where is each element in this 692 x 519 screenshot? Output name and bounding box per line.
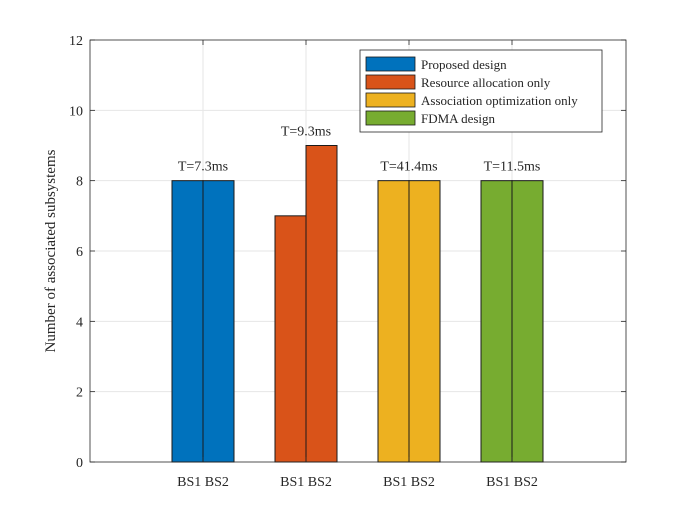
x-tick-label-group-3: BS1 BS2 <box>383 475 435 490</box>
legend-label-4: FDMA design <box>421 111 496 126</box>
x-tick-label-group-1: BS1 BS2 <box>177 475 229 490</box>
annotation-group-1: T=7.3ms <box>178 160 228 175</box>
legend: Proposed design Resource allocation only A… <box>359 49 603 133</box>
annotation-group-4: T=11.5ms <box>484 160 541 175</box>
y-tick-label-4: 8 <box>76 175 83 190</box>
legend-swatch-1 <box>365 56 416 72</box>
bar-4-bs2 <box>511 180 544 463</box>
bar-1-bs1 <box>171 180 204 463</box>
bar-4-bs1 <box>480 180 513 463</box>
y-axis: 0 2 4 6 8 10 12 <box>69 34 626 471</box>
bar-3-bs2 <box>408 180 441 463</box>
x-tick-label-group-4: BS1 BS2 <box>486 475 538 490</box>
x-tick-label-group-2: BS1 BS2 <box>280 475 332 490</box>
legend-label-2: Resource allocation only <box>421 75 551 90</box>
legend-swatch-4 <box>365 110 416 126</box>
bars <box>171 145 544 463</box>
annotation-group-3: T=41.4ms <box>380 160 437 175</box>
bar-3-bs1 <box>377 180 410 463</box>
annotation-group-2: T=9.3ms <box>281 125 331 140</box>
legend-swatch-2 <box>365 74 416 90</box>
bar-2-bs2 <box>305 145 338 463</box>
annotations: T=7.3ms T=9.3ms T=41.4ms T=11.5ms <box>178 125 541 175</box>
y-tick-label-5: 10 <box>69 104 83 119</box>
y-tick-label-3: 6 <box>76 245 83 260</box>
bar-2-bs1 <box>274 215 307 463</box>
legend-label-1: Proposed design <box>421 57 507 72</box>
y-tick-label-6: 12 <box>69 34 83 49</box>
x-axis: BS1 BS2 BS1 BS2 BS1 BS2 BS1 BS2 <box>177 40 538 490</box>
y-tick-label-0: 0 <box>76 456 83 471</box>
y-tick-label-1: 2 <box>76 386 83 401</box>
y-axis-label: Number of associated subsystems <box>43 149 59 352</box>
legend-swatch-3 <box>365 92 416 108</box>
y-tick-label-2: 4 <box>76 315 83 330</box>
legend-label-3: Association optimization only <box>421 93 578 108</box>
bar-1-bs2 <box>202 180 235 463</box>
